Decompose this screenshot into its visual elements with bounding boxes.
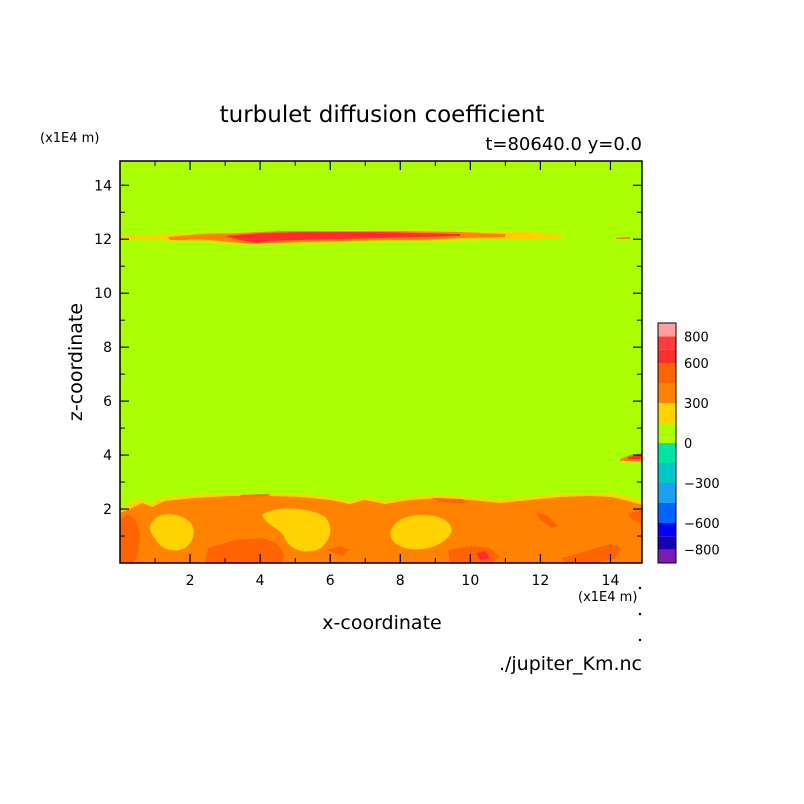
- red-patch-5: [562, 544, 622, 563]
- upper-layer-peak: [225, 232, 460, 243]
- colorbar-swatch: [658, 443, 676, 463]
- colorbar-swatch: [658, 383, 676, 403]
- colorbar-swatch: [658, 323, 676, 337]
- y-tick-label: 6: [103, 394, 112, 410]
- yellow-patch-1: [149, 514, 194, 551]
- red-patch-10: [240, 494, 270, 497]
- y-scale-note: (x1E4 m): [40, 131, 99, 146]
- marker-dot: [638, 612, 642, 616]
- colorbar-swatch: [658, 349, 676, 363]
- source-file: ./jupiter_Km.nc: [499, 653, 642, 675]
- colorbar-swatch: [658, 403, 676, 423]
- red-patch-3: [327, 546, 350, 556]
- colorbar-label: 600: [684, 357, 709, 372]
- colorbar-frame: [657, 322, 677, 564]
- x-scale-note: (x1E4 m): [578, 590, 637, 605]
- colorbar-swatch: [658, 523, 676, 537]
- colorbar-label: −800: [684, 544, 720, 559]
- y-tick-label: 10: [94, 286, 112, 302]
- red-patch-7: [628, 510, 642, 524]
- red-patch-2: [205, 538, 284, 563]
- marker-dot: [638, 586, 642, 590]
- x-tick-label: 14: [602, 573, 620, 589]
- y-tick-label: 4: [103, 448, 112, 464]
- colorbar-swatch: [658, 536, 676, 550]
- y-tick-label: 14: [94, 178, 112, 194]
- colorbar-swatch: [658, 483, 676, 503]
- chart-title: turbulet diffusion coefficient: [220, 102, 545, 128]
- colorbar-swatch: [658, 549, 676, 563]
- red-patch-9: [476, 551, 490, 560]
- x-axis: 2 4 6 8 10 12 14: [154, 161, 620, 589]
- right-edge-patch-core: [628, 455, 642, 459]
- red-patch-1: [120, 514, 140, 563]
- lower-layer: [120, 493, 642, 563]
- colorbar-swatch: [658, 463, 676, 483]
- colorbar-swatch: [658, 423, 676, 443]
- yellow-patch-2: [262, 508, 331, 552]
- colorbar-label: −300: [684, 477, 720, 492]
- colorbar-label: −600: [684, 517, 720, 532]
- x-tick-label: 12: [531, 573, 549, 589]
- plot-area: [120, 161, 642, 563]
- chart-subtitle: t=80640.0 y=0.0: [485, 134, 642, 155]
- upper-layer: [120, 230, 630, 244]
- plot-frame: [119, 160, 643, 564]
- y-axis: 2 4 6 8 10 12 14: [94, 178, 642, 537]
- colorbar-label: 300: [684, 397, 709, 412]
- x-tick-label: 10: [461, 573, 479, 589]
- x-axis-label: x-coordinate: [322, 612, 441, 634]
- y-tick-label: 8: [103, 340, 112, 356]
- x-tick-label: 4: [256, 573, 265, 589]
- colorbar-label: 0: [684, 437, 692, 452]
- lower-layer-base: [120, 496, 642, 563]
- y-tick-label: 2: [103, 502, 112, 518]
- y-axis-label: z-coordinate: [65, 303, 87, 421]
- y-tick-label: 12: [94, 232, 112, 248]
- colorbar-label: 800: [684, 330, 709, 345]
- colorbar-swatch: [658, 336, 676, 350]
- x-tick-label: 8: [396, 573, 405, 589]
- x-tick-label: 2: [186, 573, 195, 589]
- upper-layer-dot: [616, 237, 630, 239]
- colorbar: 800 600 300 0 −300 −600 −800: [657, 322, 720, 564]
- colorbar-swatch: [658, 363, 676, 383]
- marker-dot: [638, 638, 642, 642]
- red-patch-8: [432, 498, 470, 503]
- x-tick-label: 6: [326, 573, 335, 589]
- yellow-patch-3: [390, 514, 452, 550]
- colorbar-swatch: [658, 503, 676, 523]
- red-patch-6: [536, 512, 558, 528]
